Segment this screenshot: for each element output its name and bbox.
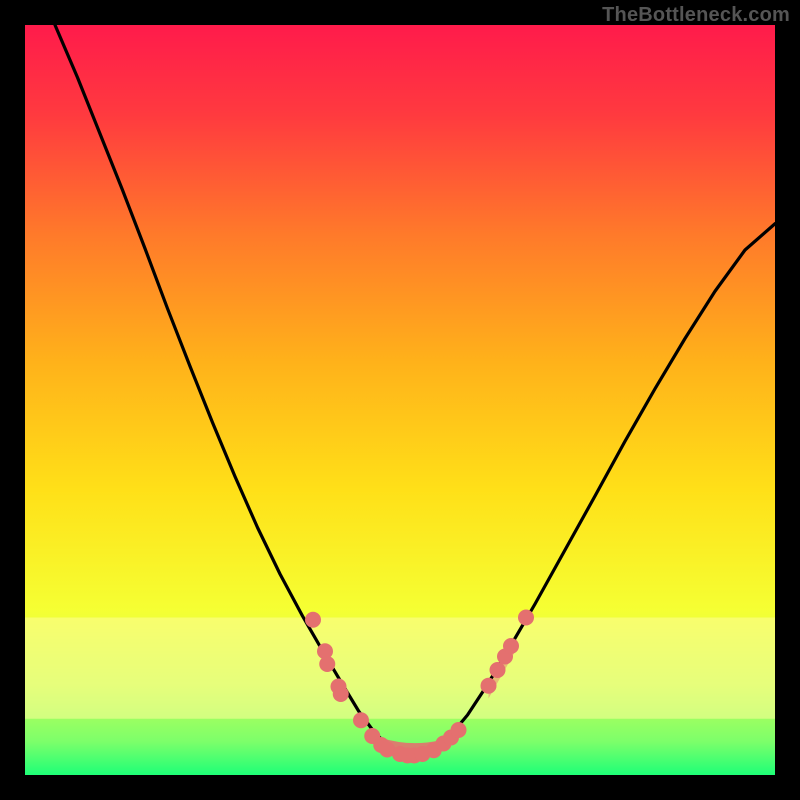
curve-marker — [353, 712, 369, 728]
curve-marker — [305, 612, 321, 628]
curve-marker — [490, 662, 506, 678]
curve-marker — [518, 610, 534, 626]
curve-marker — [333, 686, 349, 702]
curve-marker — [319, 656, 335, 672]
highlight-band — [25, 618, 775, 719]
chart-frame: TheBottleneck.com — [0, 0, 800, 800]
curve-marker — [451, 722, 467, 738]
curve-marker — [503, 638, 519, 654]
chart-svg — [25, 25, 775, 775]
plot-area — [25, 25, 775, 775]
curve-marker — [481, 678, 497, 694]
watermark-text: TheBottleneck.com — [602, 4, 790, 27]
